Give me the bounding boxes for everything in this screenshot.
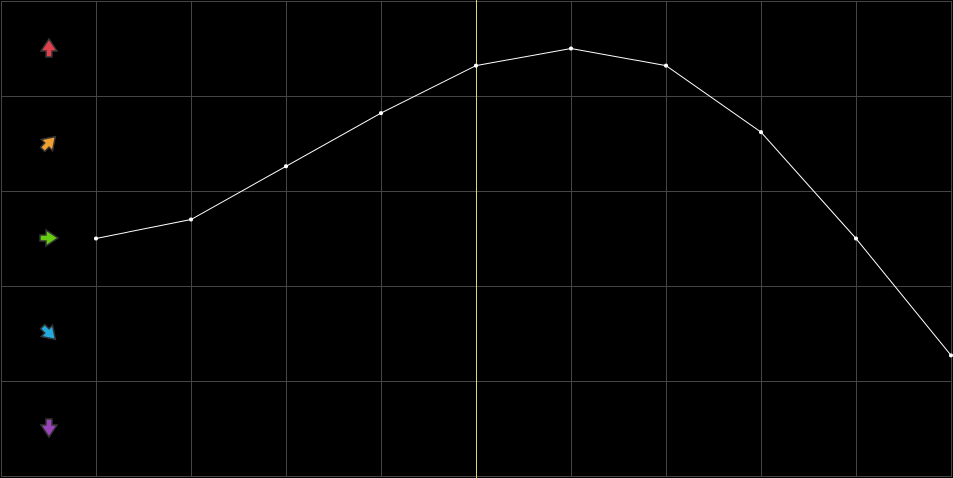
arrow-up-icon bbox=[39, 37, 59, 58]
data-point bbox=[759, 130, 763, 135]
data-point bbox=[379, 111, 383, 116]
data-point bbox=[854, 236, 858, 241]
data-point bbox=[474, 63, 478, 68]
arrow-down-icon bbox=[39, 418, 59, 439]
data-point bbox=[569, 46, 573, 51]
data-point bbox=[664, 63, 668, 68]
data-point bbox=[189, 217, 193, 222]
arrow-down-right-icon bbox=[39, 323, 57, 341]
data-point bbox=[949, 353, 953, 358]
data-point bbox=[94, 236, 98, 241]
arrow-up-right-icon bbox=[39, 135, 57, 153]
data-point bbox=[284, 164, 288, 169]
series-line bbox=[95, 47, 952, 356]
arrow-right-icon bbox=[39, 228, 60, 248]
